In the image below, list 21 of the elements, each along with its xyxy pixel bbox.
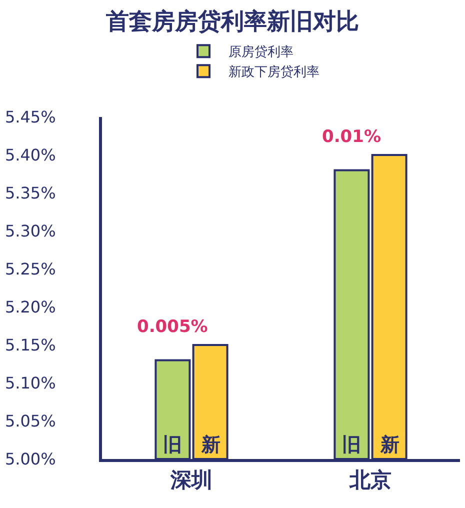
y-tick-label: 5.25%: [4, 260, 56, 279]
data-label: 新: [200, 434, 220, 456]
y-tick-label: 5.20%: [4, 298, 56, 317]
y-tick-label: 5.10%: [4, 374, 56, 393]
annotation: 0.005%: [137, 317, 208, 337]
y-tick-label: 5.40%: [4, 146, 56, 165]
x-tick-label: 北京: [348, 468, 392, 492]
y-tick-label: 5.15%: [4, 336, 56, 355]
y-tick-label: 5.45%: [4, 108, 56, 127]
annotation: 0.01%: [322, 127, 381, 147]
y-tick-label: 5.00%: [4, 450, 56, 469]
data-label: 新: [379, 434, 400, 456]
y-tick-label: 5.05%: [4, 412, 56, 431]
chart-title: 首套房房贷利率新旧对比: [105, 8, 359, 35]
y-tick-label: 5.35%: [4, 184, 56, 203]
legend-label: 原房贷利率: [228, 44, 294, 60]
data-label: 旧: [342, 434, 362, 456]
data-label: 旧: [163, 434, 182, 456]
y-tick-label: 5.30%: [4, 222, 56, 241]
x-tick-label: 深圳: [170, 468, 212, 492]
legend-label: 新政下房贷利率: [228, 64, 320, 80]
